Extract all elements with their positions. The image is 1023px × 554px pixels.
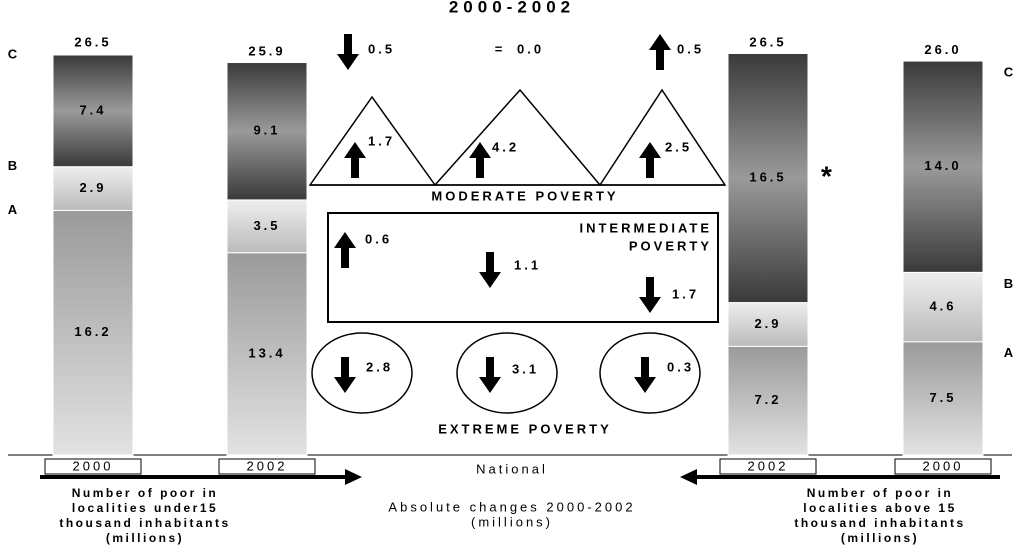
year-box (44, 458, 142, 475)
segment-label: 7.4 (79, 102, 106, 117)
change-value: 3.1 (512, 361, 539, 376)
change-arrow (634, 357, 656, 393)
intermediate-box (327, 212, 719, 323)
center-caption: Absolute changes 2000-2002 (388, 499, 635, 514)
extreme-label: EXTREME POVERTY (438, 421, 612, 436)
segment-label: 2.9 (79, 180, 106, 195)
segment-label: 3.5 (253, 218, 280, 233)
segment-label: 4.6 (929, 299, 956, 314)
change-arrow (639, 277, 661, 313)
change-arrow (337, 34, 359, 70)
change-value: 0.6 (365, 231, 392, 246)
segment-label: 14.0 (924, 158, 961, 173)
segment-label: 16.2 (74, 324, 111, 339)
level-label: C (1004, 64, 1016, 79)
bar-segment (727, 52, 809, 304)
bar-segment (902, 60, 984, 273)
change-arrow (334, 357, 356, 393)
triangle (598, 88, 727, 186)
triangle (433, 88, 602, 186)
change-value: 1.7 (368, 133, 395, 148)
bar-segment (902, 341, 984, 456)
change-arrow (479, 252, 501, 288)
segment-label: 9.1 (253, 123, 280, 138)
total-label: 26.5 (74, 34, 111, 49)
change-value: 0.0 (517, 41, 544, 56)
year-box (218, 458, 316, 475)
change-value: 1.1 (514, 257, 541, 272)
level-label: A (1004, 345, 1016, 360)
left-caption: Number of poor in (72, 486, 219, 500)
segment-label: 16.5 (749, 169, 786, 184)
segment-label: 7.2 (754, 392, 781, 407)
level-label: B (1004, 276, 1016, 291)
center-caption: (millions) (471, 514, 553, 529)
right-caption: (millions) (841, 531, 919, 545)
year-label: 2000 (73, 458, 114, 473)
right-caption: Number of poor in (807, 486, 954, 500)
extreme-ellipse (456, 332, 558, 414)
left-caption: thousand inhabitants (59, 516, 230, 530)
right-caption: localities above 15 (803, 501, 957, 515)
change-arrow (334, 232, 356, 268)
level-label: C (8, 46, 20, 61)
change-sign: = (495, 41, 506, 56)
change-arrow (344, 142, 366, 178)
year-box (894, 458, 992, 475)
left-caption: localities under15 (72, 501, 218, 515)
note-mark: * (821, 160, 835, 191)
segment-label: 2.9 (754, 316, 781, 331)
total-label: 26.5 (749, 34, 786, 49)
bar-segment (727, 345, 809, 456)
level-label: B (8, 158, 20, 173)
total-label: 25.9 (248, 43, 285, 58)
moderate-label: MODERATE POVERTY (431, 188, 618, 203)
year-label: 2000 (923, 458, 964, 473)
arrow (680, 469, 1000, 485)
left-caption: (millions) (106, 531, 184, 545)
extreme-ellipse (311, 332, 413, 414)
bar-segment (226, 62, 308, 201)
change-value: 0.5 (368, 41, 395, 56)
year-label: 2002 (247, 458, 288, 473)
year-label: 2002 (748, 458, 789, 473)
change-arrow (479, 357, 501, 393)
total-label: 26.0 (924, 42, 961, 57)
change-value: 0.5 (677, 41, 704, 56)
change-arrow (469, 142, 491, 178)
change-value: 4.2 (492, 139, 519, 154)
arrow (40, 469, 362, 485)
change-arrow (649, 34, 671, 70)
bar-segment (52, 54, 134, 168)
bar-segment (902, 271, 984, 343)
change-value: 0.3 (667, 359, 694, 374)
extreme-ellipse (599, 332, 701, 414)
level-label: A (8, 202, 20, 217)
right-caption: thousand inhabitants (794, 516, 965, 530)
segment-label: 13.4 (248, 345, 285, 360)
bar-segment (52, 166, 134, 211)
national-label: National (476, 461, 548, 476)
change-value: 1.7 (672, 286, 699, 301)
bar-segment (727, 302, 809, 347)
change-arrow (639, 142, 661, 178)
year-box (719, 458, 817, 475)
change-value: 2.5 (665, 139, 692, 154)
intermediate-label: INTERMEDIATE (579, 220, 712, 235)
intermediate-label: POVERTY (629, 238, 712, 253)
title: 2000-2002 (449, 0, 575, 16)
change-value: 2.8 (366, 359, 393, 374)
segment-label: 7.5 (929, 390, 956, 405)
